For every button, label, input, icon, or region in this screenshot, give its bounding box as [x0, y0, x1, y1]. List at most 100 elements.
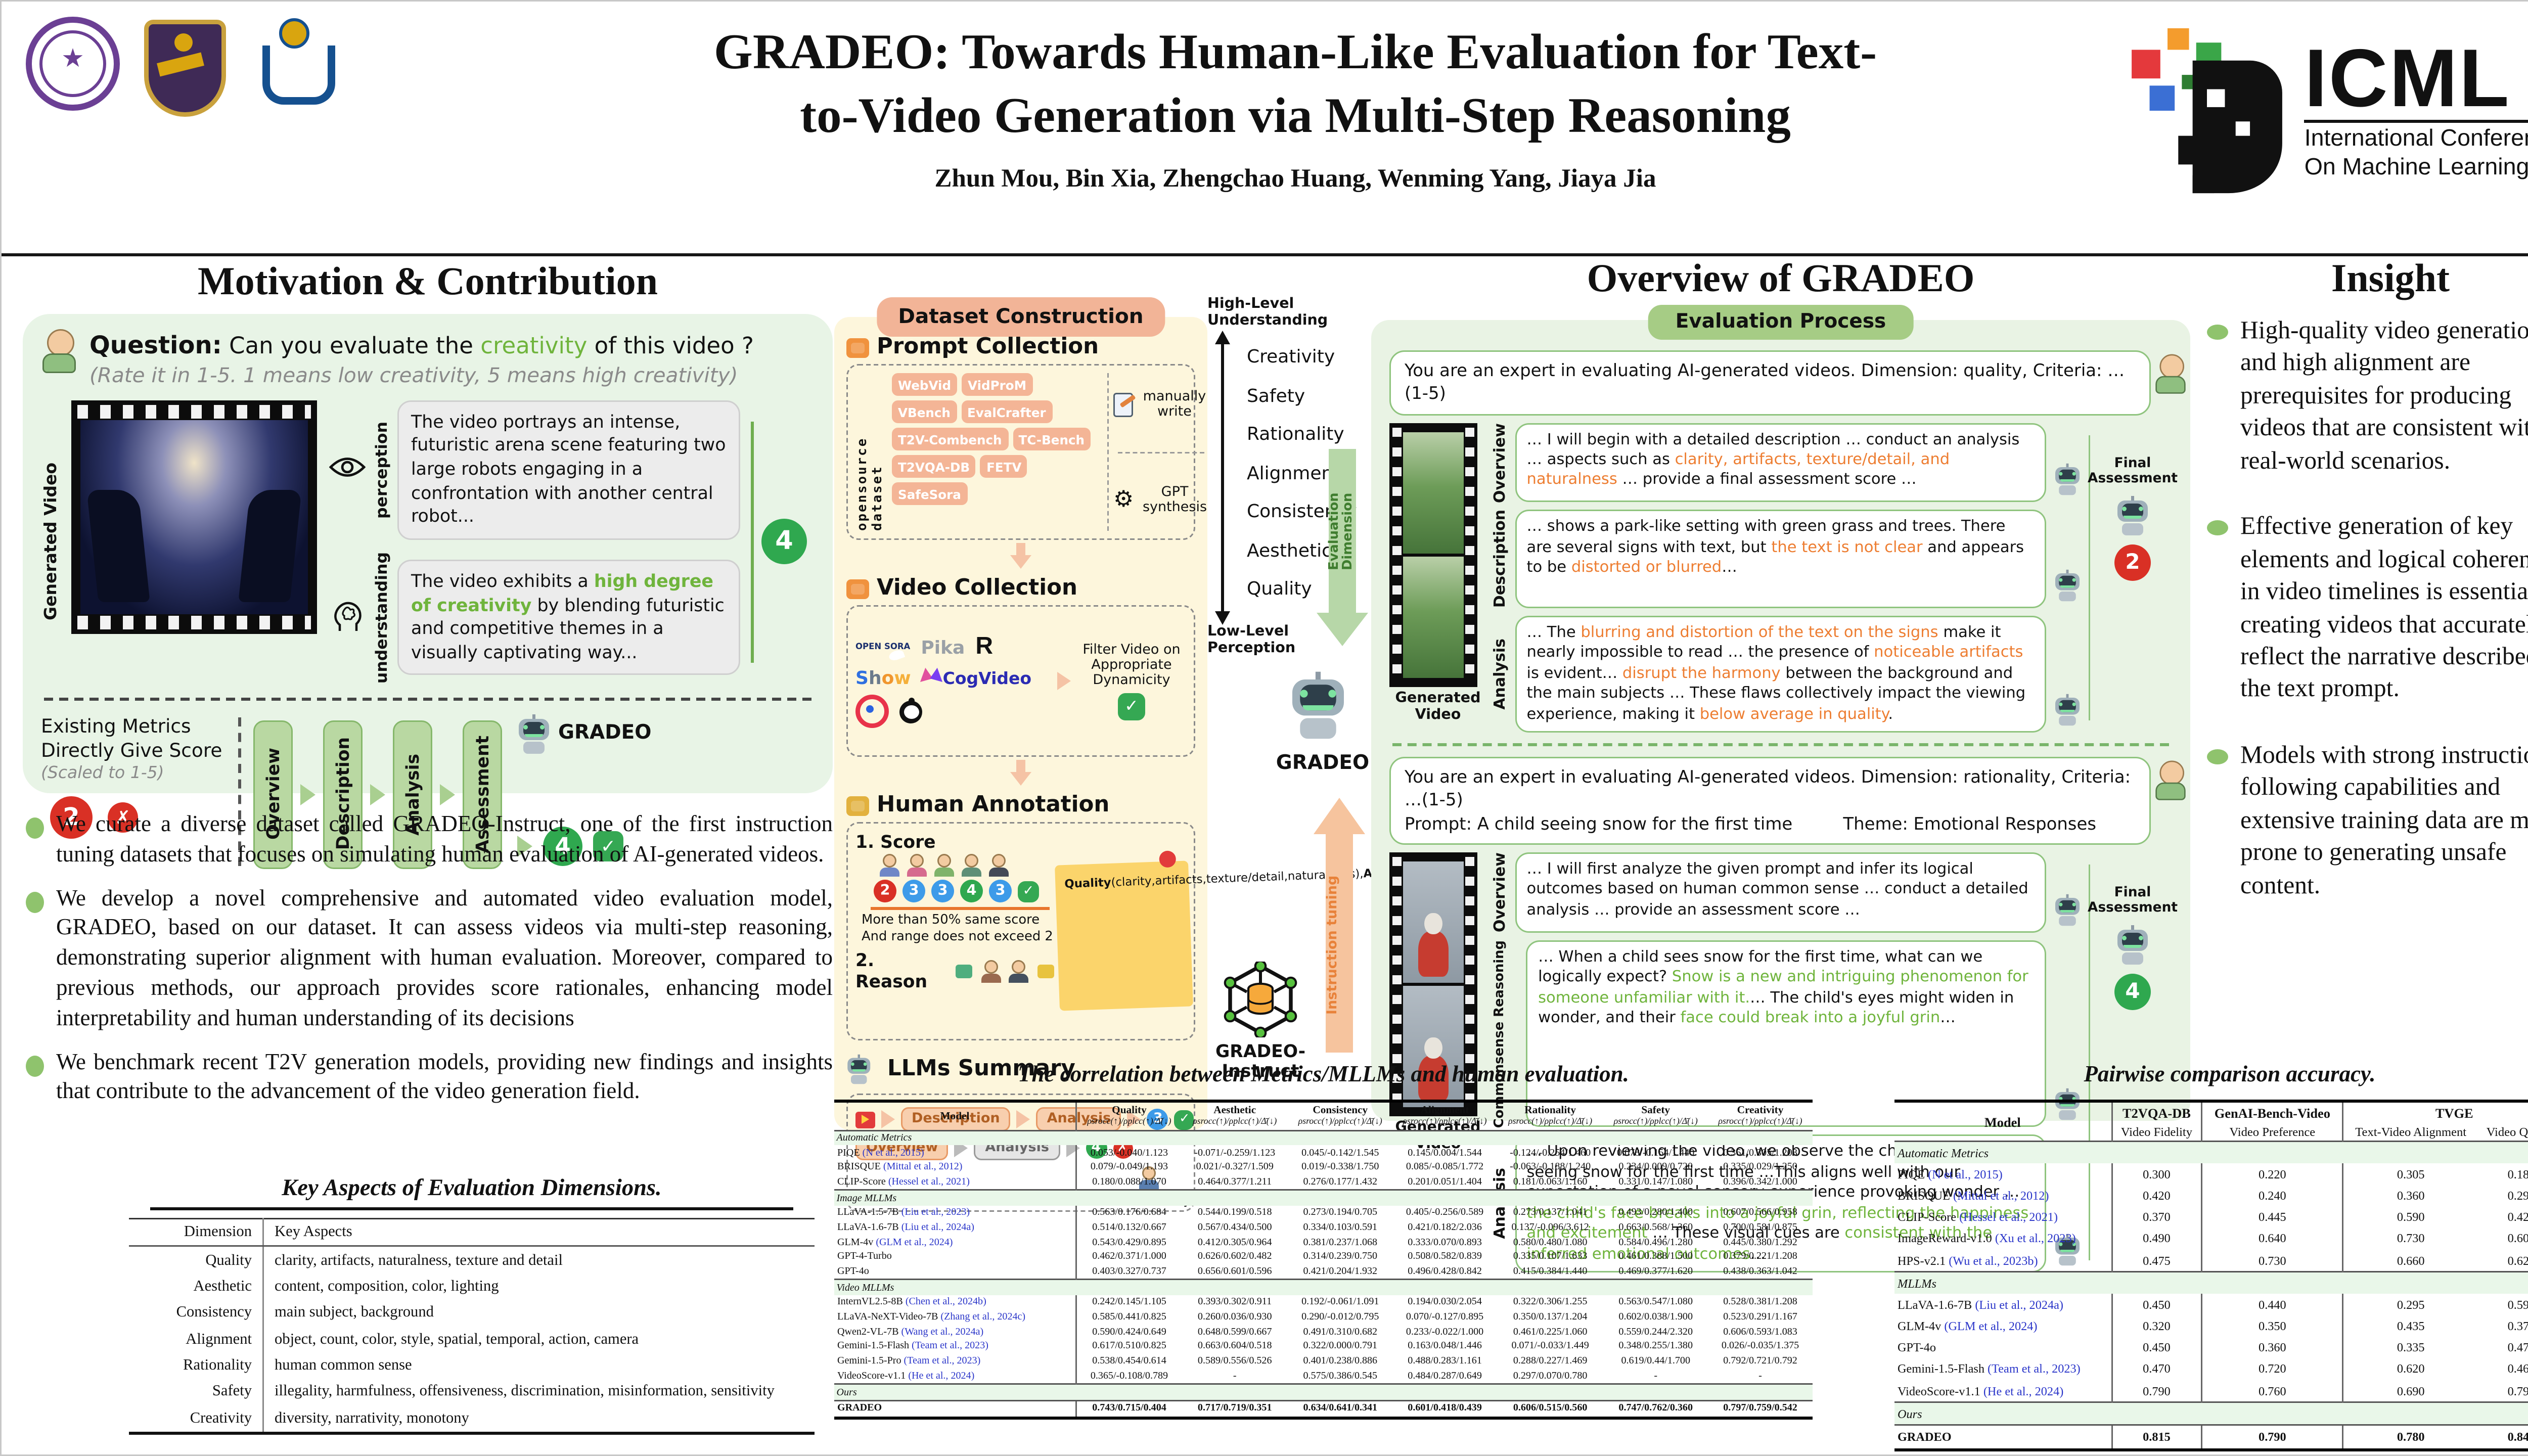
metric-value: 0.435	[2342, 1315, 2478, 1338]
dimension-connector: High-Level Understanding Creativity Safet…	[1207, 296, 1374, 1147]
metric-value: 0.396/0.342/1.000	[1723, 1176, 1797, 1188]
metric-value: 0.690	[2342, 1380, 2478, 1403]
correlation-table-wrap: Model Quality Aesthetic Consistency Alignmen…	[834, 1100, 1813, 1419]
dataset-chip: FETV	[980, 455, 1028, 478]
metric-value: 0.462/0.371/1.000	[1075, 1250, 1182, 1265]
table-row: CLIP-Score (Hessel et al., 2021) 0.180/0.…	[834, 1174, 1813, 1191]
dimension-cell: Safety	[212, 1384, 252, 1401]
gradeo-robot-icon	[517, 713, 551, 753]
evaluation-dimension-label: Evaluation Dimension	[1327, 492, 1357, 570]
dataset-chip: TC-Bench	[1012, 428, 1091, 450]
metric-value: 0.797/0.759/0.542	[1708, 1399, 1813, 1418]
metric-value: 0.240	[2201, 1185, 2343, 1207]
column-header: Safety	[1641, 1104, 1671, 1116]
instruction-tuning-label: Instruction tuning	[1326, 875, 1341, 1015]
metric-value: 0.563/0.176/0.684	[1075, 1205, 1182, 1220]
dimension-label: Alignment	[1247, 462, 1340, 483]
metric-value: 0.053/-0.040/1.123	[1075, 1145, 1182, 1160]
column-subheader: ρsrocc(↑)/ρplcc(↑)/Δ̄(↓)	[1718, 1118, 1802, 1127]
table-row: GRADEO 0.743/0.715/0.404 0.717/0.719/0.351…	[834, 1399, 1813, 1418]
section-label: Automatic Metrics	[834, 1129, 1813, 1146]
model-cell: GPT-4o	[834, 1264, 1076, 1280]
column-header: Alignment	[1420, 1104, 1469, 1116]
opensource-label: opensource dataset	[855, 437, 886, 531]
divider	[1392, 743, 2169, 747]
model-cell: LLaVA-1.6-7B (Liu et al., 2024a)	[1894, 1294, 2111, 1316]
metric-value: 0.648/0.599/0.667	[1197, 1327, 1272, 1338]
final-score-badge: 4	[2114, 974, 2151, 1011]
model-cell: LLaVA-NeXT-Video-7B (Zhang et al., 2024c…	[834, 1310, 1076, 1325]
citation: (Wu et al., 2023b)	[1946, 1253, 2038, 1267]
cuhk-logo-icon	[144, 20, 226, 117]
model-name: BRISQUE	[837, 1162, 881, 1173]
metric-value: 0.334/0.103/0.591	[1303, 1222, 1378, 1233]
evaluation-process-panel: Evaluation Process You are an expert in …	[1371, 305, 2190, 1273]
column-subheader: ρsrocc(↑)/ρplcc(↑)/Δ̄(↓)	[1298, 1118, 1382, 1127]
column-subheader: ρsrocc(↑)/ρplcc(↑)/Δ̄(↓)	[1613, 1118, 1698, 1127]
model-cell: ImageReward-v1.0 (Xu et al., 2023)	[1894, 1228, 2111, 1250]
column-header: Model	[1984, 1114, 2021, 1129]
generated-video-label: Generated Video	[41, 463, 61, 621]
metric-value: 0.590	[2342, 1206, 2478, 1228]
metric-score-badge: 2	[50, 796, 93, 839]
metric-value: 0.370	[2507, 1320, 2528, 1334]
metric-value: 0.145/0.004/1.544	[1408, 1147, 1482, 1158]
metric-value: 0.234/0.009/0.720	[1618, 1162, 1693, 1173]
metric-value: 0.450	[2110, 1337, 2202, 1359]
metric-value: -0.071/-0.259/1.123	[1194, 1147, 1276, 1158]
column-group-header: TVGE	[2342, 1101, 2528, 1122]
metric-value: 0.523/0.291/1.167	[1723, 1312, 1797, 1323]
metric-value: 0.425	[2507, 1210, 2528, 1224]
citation: (Liu et al., 2024a)	[898, 1222, 975, 1233]
metric-value: -	[1758, 1371, 1762, 1382]
metric-value: 0.538/0.454/0.614	[1075, 1354, 1182, 1369]
column-subheader: Text-Video Alignment	[2342, 1122, 2478, 1142]
metric-value: 0.488/0.283/1.161	[1408, 1356, 1482, 1367]
citation: (N et al., 2015)	[1925, 1167, 2003, 1181]
metric-value: 0.656/0.601/0.596	[1197, 1266, 1272, 1278]
key-aspects-table: Dimension Key Aspects Quality clarity, ar…	[129, 1218, 815, 1435]
table-row: Gemini-1.5-Flash (Team et al., 2023) 0.61…	[834, 1339, 1813, 1354]
overview-row-label: Overview	[1493, 852, 1509, 932]
model-name: GPT-4-Turbo	[837, 1252, 892, 1263]
metric-value: 0.335/0.029/1.250	[1723, 1162, 1797, 1173]
dimension-cell: Consistency	[176, 1304, 252, 1322]
table-row: VideoScore-v1.1 (He et al., 2024) 0.365/-…	[834, 1369, 1813, 1385]
column-header: Quality	[1075, 1101, 1182, 1118]
section-title: Insight	[2331, 256, 2450, 300]
model-name: VideoScore-v1.1	[1898, 1384, 1980, 1398]
metric-value: 0.070/-0.127/0.895	[1406, 1312, 1484, 1323]
final-assessment-label: Final Assessment	[2088, 885, 2178, 917]
score-badge: 3	[989, 880, 1012, 902]
metric-value: 0.163/0.048/1.446	[1408, 1341, 1482, 1352]
annotation-scores: 2 3 3 4 3 ✓	[874, 880, 1054, 902]
metric-value: 0.493/0.280/1.400	[1618, 1207, 1693, 1218]
poster-title: GRADEO: Towards Human-Like Evaluation fo…	[713, 26, 1877, 144]
column-subheader: ρsrocc(↑)/ρplcc(↑)/Δ̄(↓)	[1403, 1118, 1487, 1127]
dimension-label: Quality	[1247, 578, 1312, 599]
score-badge: 2	[874, 880, 896, 902]
metric-value: 0.460	[2507, 1362, 2528, 1377]
evaluator-avatar	[2154, 354, 2187, 395]
key-aspects-block: Key Aspects of Evaluation Dimensions. Di…	[129, 1175, 815, 1435]
model-cell: VideoScore-v1.1 (He et al., 2024)	[834, 1369, 1076, 1385]
model-name: CLIP-Score	[837, 1176, 886, 1188]
metric-value: 0.295	[2342, 1294, 2478, 1316]
generated-video-filmstrip	[1389, 422, 1477, 687]
section-title: Overview of GRADEO	[1587, 256, 1975, 300]
icml-head-icon	[2132, 28, 2283, 194]
divider	[871, 907, 1050, 910]
generated-video-filmstrip	[1389, 852, 1477, 1116]
analysis-row-label: Analysis	[1493, 639, 1509, 710]
metric-value: 0.201/0.051/1.404	[1408, 1176, 1482, 1188]
metric-value: 0.590/0.424/0.649	[1075, 1325, 1182, 1340]
citation: (Team et al., 2023)	[1984, 1362, 2081, 1377]
metric-value: 0.438/0.363/1.042	[1723, 1266, 1797, 1278]
robot-icon	[2054, 464, 2081, 495]
prompt-collection-box: opensource dataset WebVid VidProM VBench Ev…	[846, 364, 1207, 540]
metric-value: 0.747/0.762/0.360	[1603, 1399, 1708, 1418]
table-row: LLaVA-1.6-7B (Liu et al., 2024a) 0.514/0.…	[834, 1220, 1813, 1235]
pipeline-step: Assessment	[463, 719, 502, 869]
annotator-avatar	[989, 854, 1009, 877]
metric-value: 0.421/0.182/2.036	[1408, 1222, 1482, 1233]
